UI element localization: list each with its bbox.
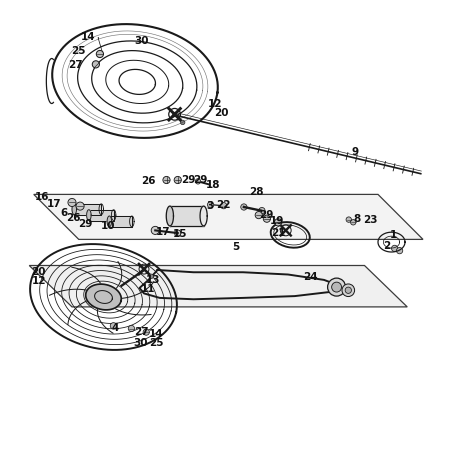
Circle shape	[151, 226, 159, 234]
Polygon shape	[74, 204, 101, 215]
Text: 11: 11	[141, 284, 156, 294]
Circle shape	[328, 278, 346, 296]
Text: 29: 29	[259, 210, 274, 220]
Text: 16: 16	[35, 192, 49, 202]
Polygon shape	[170, 206, 203, 226]
Circle shape	[342, 284, 355, 297]
Text: 18: 18	[206, 180, 220, 189]
Text: 1: 1	[390, 230, 397, 240]
Text: 23: 23	[363, 215, 377, 225]
Text: 8: 8	[353, 214, 360, 224]
Circle shape	[345, 287, 351, 293]
Text: 14: 14	[149, 329, 164, 339]
Circle shape	[110, 323, 117, 329]
Circle shape	[68, 198, 76, 207]
Text: 14: 14	[81, 32, 95, 42]
Text: 26: 26	[141, 176, 156, 186]
Text: 30: 30	[134, 338, 148, 348]
Text: 29: 29	[78, 219, 93, 229]
Text: 2: 2	[383, 241, 391, 251]
Text: 17: 17	[47, 199, 61, 209]
Text: 13: 13	[146, 275, 160, 285]
Circle shape	[259, 207, 265, 214]
Circle shape	[96, 50, 104, 58]
Text: 22: 22	[216, 200, 230, 210]
Circle shape	[143, 329, 149, 335]
Text: 29: 29	[193, 175, 207, 185]
Circle shape	[174, 176, 181, 184]
Circle shape	[180, 120, 185, 125]
Circle shape	[195, 179, 201, 184]
Polygon shape	[87, 210, 91, 220]
Text: 10: 10	[101, 221, 115, 231]
Polygon shape	[107, 216, 112, 227]
Circle shape	[274, 219, 282, 226]
Text: 5: 5	[233, 242, 240, 252]
Text: 3: 3	[207, 201, 214, 211]
Circle shape	[92, 61, 99, 68]
Text: 29: 29	[181, 175, 195, 185]
Circle shape	[76, 202, 84, 210]
Polygon shape	[34, 194, 423, 239]
Circle shape	[241, 204, 247, 210]
Circle shape	[351, 220, 356, 225]
Circle shape	[392, 245, 398, 252]
Text: 24: 24	[303, 272, 318, 282]
Text: 15: 15	[173, 229, 187, 239]
Polygon shape	[200, 206, 207, 226]
Text: 17: 17	[156, 227, 170, 237]
Text: 12: 12	[32, 276, 46, 286]
Text: 20: 20	[215, 108, 229, 118]
Circle shape	[149, 274, 153, 279]
Text: 30: 30	[135, 36, 149, 46]
Circle shape	[163, 176, 170, 184]
Circle shape	[346, 217, 351, 222]
Circle shape	[396, 248, 403, 254]
Text: 28: 28	[249, 187, 264, 197]
Circle shape	[175, 230, 181, 236]
Circle shape	[128, 325, 135, 332]
Polygon shape	[166, 206, 174, 226]
Polygon shape	[72, 204, 76, 215]
Circle shape	[263, 215, 270, 222]
Text: 27: 27	[68, 60, 83, 70]
Polygon shape	[86, 284, 122, 310]
Circle shape	[255, 212, 262, 219]
Text: 25: 25	[149, 338, 164, 348]
Polygon shape	[109, 216, 132, 227]
Text: 6: 6	[61, 208, 68, 218]
Text: 19: 19	[270, 216, 284, 226]
Polygon shape	[89, 210, 113, 220]
Text: 9: 9	[352, 147, 359, 157]
Circle shape	[220, 202, 227, 209]
Text: 21: 21	[271, 228, 285, 238]
Circle shape	[207, 202, 214, 208]
Polygon shape	[29, 266, 407, 307]
Circle shape	[332, 282, 342, 292]
Text: 20: 20	[31, 267, 45, 277]
Text: 25: 25	[72, 46, 86, 56]
Text: 12: 12	[208, 99, 222, 109]
Text: 26: 26	[66, 213, 81, 223]
Text: 4: 4	[111, 323, 118, 333]
Text: 27: 27	[135, 327, 149, 337]
